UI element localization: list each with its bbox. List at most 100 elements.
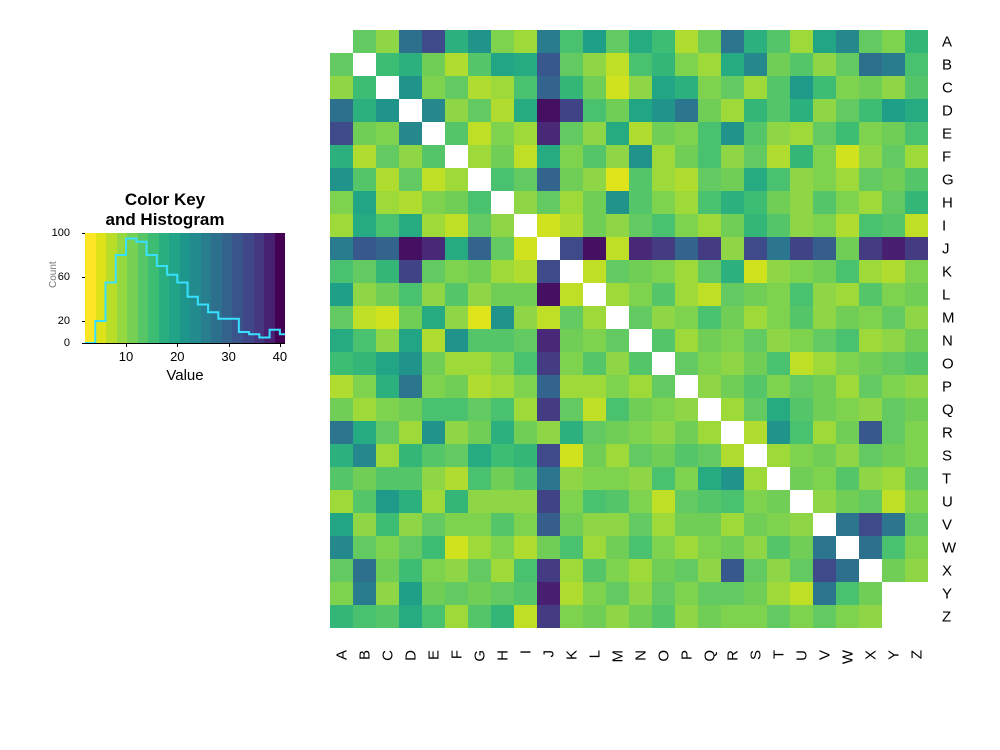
heatmap-cell: [882, 352, 905, 375]
heatmap-cell: [491, 76, 514, 99]
heatmap-cell: [744, 76, 767, 99]
heatmap-cell: [675, 260, 698, 283]
heatmap-cell: [422, 53, 445, 76]
heatmap-cell: [606, 513, 629, 536]
heatmap-cell: [422, 421, 445, 444]
heatmap-cell: [721, 605, 744, 628]
heatmap-cell: [399, 329, 422, 352]
heatmap-cell: [491, 352, 514, 375]
heatmap-cell: [790, 145, 813, 168]
heatmap-cell: [583, 467, 606, 490]
heatmap-cell: [468, 421, 491, 444]
heatmap-cell: [376, 421, 399, 444]
heatmap-cell: [629, 444, 652, 467]
heatmap-cell: [836, 605, 859, 628]
heatmap-cell: [514, 329, 537, 352]
heatmap-cell: [514, 260, 537, 283]
color-key-xtick: [177, 343, 178, 347]
heatmap-cell: [744, 605, 767, 628]
heatmap-cell: [353, 99, 376, 122]
heatmap-cell: [583, 513, 606, 536]
heatmap-cell: [491, 214, 514, 237]
heatmap-cell: [606, 375, 629, 398]
heatmap-cell: [859, 513, 882, 536]
heatmap-row-label: R: [942, 424, 953, 441]
heatmap-col-label: P: [678, 650, 695, 660]
heatmap-cell: [491, 191, 514, 214]
heatmap-cell: [698, 168, 721, 191]
heatmap-cell: [767, 53, 790, 76]
heatmap-cell: [537, 536, 560, 559]
heatmap-cell: [882, 145, 905, 168]
heatmap-cell: [721, 375, 744, 398]
heatmap-cell: [836, 513, 859, 536]
heatmap-cell: [422, 559, 445, 582]
heatmap-cell: [353, 398, 376, 421]
heatmap-cell: [652, 168, 675, 191]
heatmap-cell: [698, 214, 721, 237]
heatmap-cell: [859, 214, 882, 237]
heatmap-cell: [675, 375, 698, 398]
heatmap-cell: [399, 490, 422, 513]
heatmap-cell: [422, 444, 445, 467]
heatmap-cell: [675, 605, 698, 628]
heatmap-cell: [330, 214, 353, 237]
heatmap-cell: [813, 99, 836, 122]
heatmap-cell: [376, 99, 399, 122]
heatmap-cell: [813, 53, 836, 76]
heatmap-cell: [698, 237, 721, 260]
heatmap-cell: [675, 53, 698, 76]
heatmap-cell: [376, 513, 399, 536]
heatmap-cell: [445, 536, 468, 559]
heatmap-cell: [560, 30, 583, 53]
heatmap-cell: [836, 214, 859, 237]
heatmap-cell: [353, 421, 376, 444]
color-key-ytick-label: 0: [64, 337, 70, 349]
heatmap-cell: [813, 352, 836, 375]
heatmap-cell: [767, 76, 790, 99]
heatmap-cell: [399, 53, 422, 76]
heatmap-cell: [353, 53, 376, 76]
heatmap-cell: [583, 237, 606, 260]
heatmap-cell: [698, 53, 721, 76]
heatmap-cell: [813, 582, 836, 605]
heatmap-cell: [583, 490, 606, 513]
heatmap-cell: [491, 260, 514, 283]
heatmap-cell: [422, 237, 445, 260]
heatmap-cell: [882, 375, 905, 398]
heatmap-cell: [514, 467, 537, 490]
heatmap-cell: [537, 191, 560, 214]
heatmap-cell: [422, 375, 445, 398]
heatmap-col-label: L: [586, 650, 603, 658]
heatmap-cell: [698, 582, 721, 605]
heatmap-cell: [468, 122, 491, 145]
heatmap-cell: [859, 122, 882, 145]
heatmap-row-label: F: [942, 148, 951, 165]
heatmap-cell: [859, 421, 882, 444]
heatmap-cell: [836, 53, 859, 76]
heatmap-cell: [422, 168, 445, 191]
heatmap-cell: [652, 559, 675, 582]
heatmap-cell: [813, 145, 836, 168]
heatmap-cell: [353, 352, 376, 375]
heatmap-cell: [629, 76, 652, 99]
heatmap-cell: [468, 283, 491, 306]
heatmap-cell: [790, 605, 813, 628]
heatmap-col-label: B: [356, 650, 373, 660]
heatmap-row-label: K: [942, 263, 952, 280]
heatmap-cell: [905, 352, 928, 375]
heatmap-cell: [629, 122, 652, 145]
heatmap-cell: [744, 122, 767, 145]
heatmap-cell: [445, 191, 468, 214]
heatmap-cell: [537, 237, 560, 260]
heatmap-cell: [353, 214, 376, 237]
heatmap-row-label: J: [942, 240, 950, 257]
heatmap-cell: [583, 375, 606, 398]
heatmap-cell: [675, 490, 698, 513]
heatmap-cell: [790, 490, 813, 513]
heatmap-cell: [744, 467, 767, 490]
heatmap-cell: [330, 375, 353, 398]
heatmap-cell: [767, 306, 790, 329]
heatmap-cell: [813, 605, 836, 628]
heatmap-cell: [560, 559, 583, 582]
